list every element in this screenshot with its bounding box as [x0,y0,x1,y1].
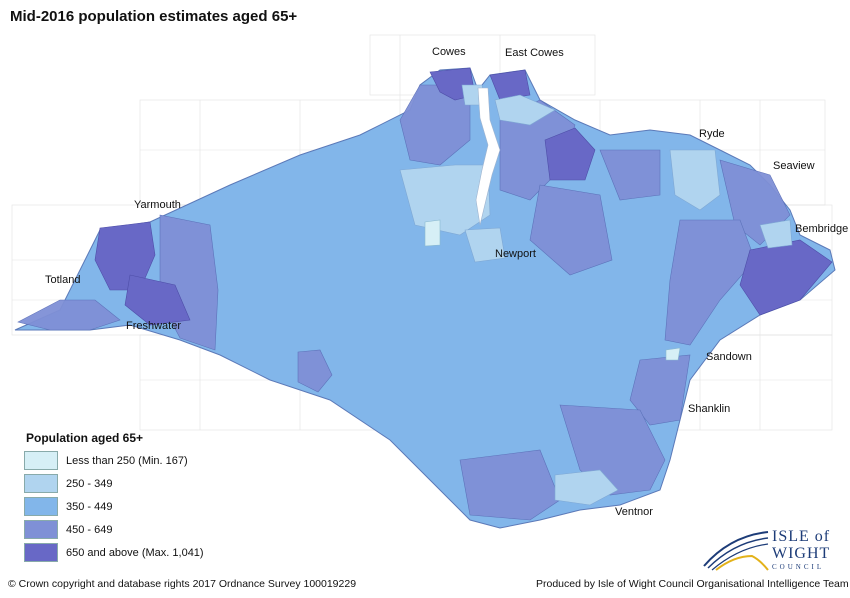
legend-item: 450 - 649 [24,518,234,541]
place-label-east-cowes: East Cowes [505,47,564,59]
band-650-plus [94,67,833,326]
legend-swatch [24,451,58,470]
logo-line-1: ISLE of [772,528,831,545]
place-label-freshwater: Freshwater [126,320,182,332]
place-label-sandown: Sandown [706,351,752,363]
band-250-349 [399,84,793,506]
place-label-ventnor: Ventnor [615,506,653,518]
place-label-bembridge: Bembridge [795,223,849,235]
legend-label: 250 - 349 [66,477,113,490]
legend-swatch [24,543,58,562]
place-label-ryde: Ryde [699,128,725,140]
legend-item: Less than 250 (Min. 167) [24,449,234,472]
logo-line-2: WIGHT [772,545,831,562]
place-label-newport: Newport [495,248,536,260]
legend-swatch [24,497,58,516]
legend-swatch [24,474,58,493]
producer-credit: Produced by Isle of Wight Council Organi… [536,578,849,590]
legend-label: 450 - 649 [66,523,113,536]
legend-item: 250 - 349 [24,472,234,495]
place-label-shanklin: Shanklin [688,403,731,415]
place-label-seaview: Seaview [773,160,815,172]
copyright-notice: © Crown copyright and database rights 20… [8,578,357,590]
place-label-cowes: Cowes [432,46,466,58]
legend-label: Less than 250 (Min. 167) [66,454,188,467]
legend-label: 350 - 449 [66,500,113,513]
legend-item: 650 and above (Max. 1,041) [24,541,234,564]
council-logo: ISLE of WIGHT COUNCIL [700,526,845,574]
place-label-totland: Totland [45,274,81,286]
medina-estuary [475,87,501,226]
legend-label: 650 and above (Max. 1,041) [66,546,204,559]
band-450-649 [17,84,791,521]
logo-line-3: COUNCIL [772,563,825,571]
legend-title: Population aged 65+ [26,431,144,445]
council-logo-emblem [703,531,769,571]
legend-item: 350 - 449 [24,495,234,518]
place-label-yarmouth: Yarmouth [134,199,181,211]
legend-swatch [24,520,58,539]
band-under-250 [424,219,681,361]
map-title: Mid-2016 population estimates aged 65+ [10,8,298,25]
map-legend: Population aged 65+ Less than 250 (Min. … [24,431,234,564]
